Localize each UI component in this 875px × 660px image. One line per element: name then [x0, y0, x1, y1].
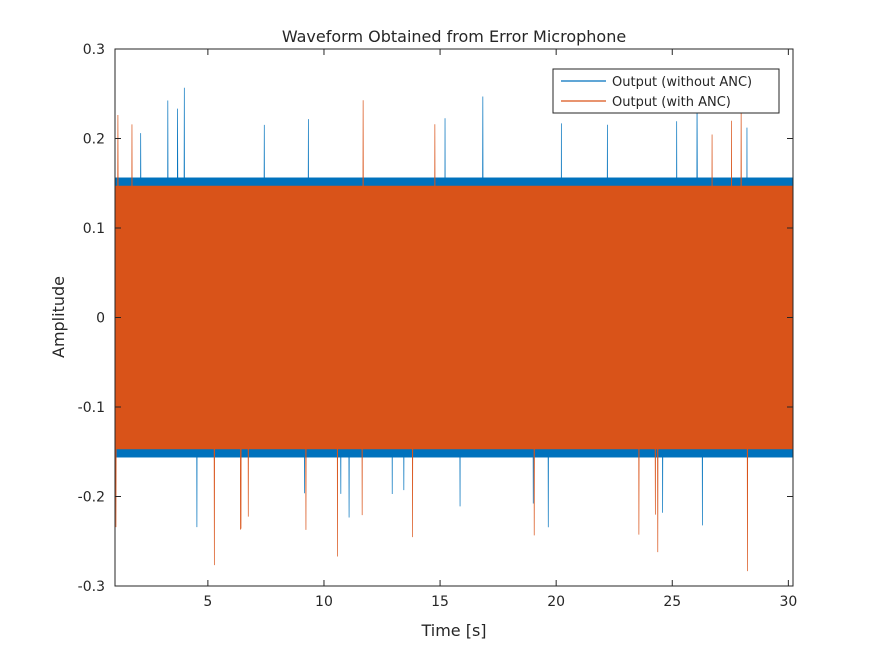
x-tick-label: 30 — [779, 594, 797, 610]
x-tick-label: 25 — [663, 594, 681, 610]
tick-layer: 5 10 15 20 25 30 -0.3 -0.2 -0.1 0 0.1 0.2 0.3 — [78, 42, 798, 610]
chart-title: Waveform Obtained from Error Microphone — [282, 27, 626, 46]
x-tick-label: 15 — [431, 594, 449, 610]
legend-label-with-anc: Output (with ANC) — [612, 95, 731, 110]
y-tick-label: -0.2 — [78, 490, 105, 506]
y-tick-label: 0.2 — [83, 132, 105, 148]
x-tick-label: 20 — [547, 594, 565, 610]
legend: Output (without ANC) Output (with ANC) — [552, 68, 780, 114]
x-tick-label: 10 — [315, 594, 333, 610]
legend-box — [552, 68, 780, 114]
y-axis-label: Amplitude — [49, 276, 68, 358]
y-tick-label: -0.3 — [78, 579, 105, 595]
y-tick-label: 0.3 — [83, 42, 105, 58]
legend-label-without-anc: Output (without ANC) — [612, 75, 752, 90]
y-tick-label: -0.1 — [78, 400, 105, 416]
x-axis-label: Time [s] — [420, 621, 486, 640]
y-tick-label: 0.1 — [83, 221, 105, 237]
y-tick-label: 0 — [96, 311, 105, 327]
x-tick-label: 5 — [203, 594, 212, 610]
series-layer — [114, 87, 794, 572]
series-band-with-anc — [115, 185, 793, 450]
